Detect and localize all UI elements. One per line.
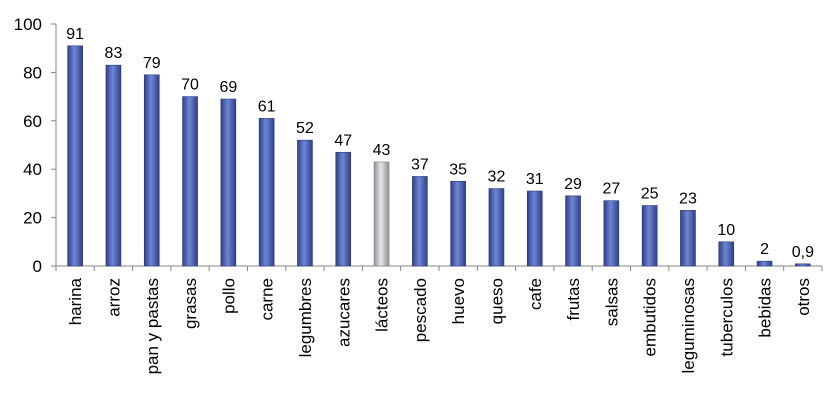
data-label: 27 [602, 181, 620, 198]
category-label: queso [487, 278, 506, 324]
bar-pollo [220, 98, 237, 267]
data-label: 83 [105, 45, 123, 62]
bar-harina [67, 45, 83, 267]
bar-embutidos [641, 205, 658, 267]
bar-series [67, 45, 811, 267]
data-label: 2 [760, 241, 769, 258]
category-label: bebidas [756, 278, 775, 338]
bar-pan-y-pastas [143, 74, 160, 267]
y-tick-label: 20 [23, 209, 42, 228]
data-label: 25 [641, 186, 659, 203]
category-label: lácteos [373, 278, 392, 332]
data-label: 69 [219, 79, 237, 96]
data-label: 43 [373, 142, 391, 159]
category-label: frutas [564, 278, 583, 321]
data-labels: 91 83 79 70 69 61 52 47 43 37 35 32 31 29 27 25 23 10 2 0,9 [66, 26, 814, 261]
category-labels: harina arroz pan y pastas grasas pollo carne l… [66, 277, 813, 374]
data-label: 70 [181, 77, 199, 94]
category-label: pescado [411, 278, 430, 342]
category-label: embutidos [641, 278, 660, 356]
data-label: 79 [143, 55, 161, 72]
bar-leguminosas [680, 210, 696, 267]
category-label: salsas [602, 278, 621, 326]
category-label: cafe [526, 278, 545, 310]
y-axis: 0 20 40 60 80 100 [14, 15, 57, 276]
category-label: otros [794, 278, 813, 316]
category-label: harina [66, 277, 85, 325]
category-label: arroz [104, 278, 123, 317]
data-label: 47 [334, 132, 352, 149]
bar-bebidas [756, 260, 773, 267]
bar-otros [795, 263, 811, 267]
data-label: 23 [679, 190, 697, 207]
category-label: legumbres [296, 278, 315, 357]
category-label: carne [258, 278, 277, 321]
data-label: 61 [258, 98, 276, 115]
bar-azucares [335, 151, 352, 267]
category-label: grasas [181, 278, 200, 329]
category-label: huevo [449, 278, 468, 324]
bar-huevo [450, 181, 466, 267]
y-tick-label: 40 [23, 160, 42, 179]
bar-frutas [565, 195, 581, 267]
bar-arroz [105, 64, 122, 267]
category-label: pollo [219, 278, 238, 314]
data-label: 52 [296, 120, 314, 137]
bar-tuberculos [718, 241, 735, 267]
y-tick-label: 80 [23, 63, 42, 82]
data-label: 37 [411, 156, 429, 173]
bar-lácteos [373, 161, 390, 267]
data-label: 31 [526, 171, 544, 188]
bar-legumbres [297, 139, 313, 267]
x-axis [55, 265, 823, 271]
y-tick-label: 0 [33, 257, 42, 276]
bar-pescado [412, 176, 428, 267]
y-tick-label: 60 [23, 112, 42, 131]
bar-grasas [182, 96, 198, 267]
data-label: 91 [66, 26, 84, 43]
category-label: azucares [334, 278, 353, 347]
bar-carne [258, 118, 275, 267]
bar-cafe [526, 190, 543, 267]
data-label: 29 [564, 176, 582, 193]
data-label: 0,9 [792, 244, 814, 261]
bar-queso [488, 188, 505, 267]
category-label: pan y pastas [143, 278, 162, 374]
category-label: leguminosas [679, 278, 698, 373]
data-label: 35 [449, 161, 467, 178]
bar-salsas [603, 200, 620, 267]
data-label: 32 [488, 169, 506, 186]
data-label: 10 [717, 222, 735, 239]
category-label: tuberculos [717, 278, 736, 356]
y-tick-label: 100 [14, 15, 42, 34]
